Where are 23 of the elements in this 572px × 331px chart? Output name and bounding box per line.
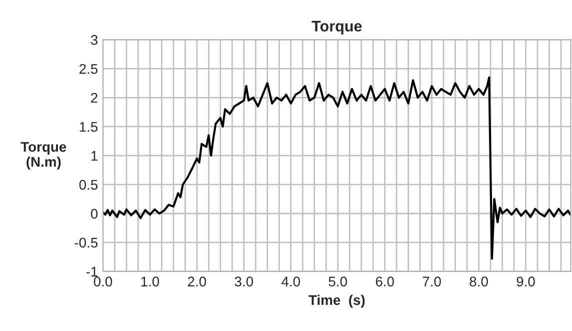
x-tick-label: 3.0 xyxy=(234,276,254,286)
y-tick-label: 2 xyxy=(91,92,98,103)
x-tick-label: 7.0 xyxy=(422,276,441,286)
y-tick-label: 0 xyxy=(90,208,98,219)
x-axis-title: Time (s) xyxy=(308,294,365,308)
y-tick-label: 1 xyxy=(91,151,98,161)
line-series xyxy=(102,76,571,260)
y-tick-label: 2.5 xyxy=(79,64,98,74)
y-tick-label: 0.5 xyxy=(79,180,98,190)
x-tick-label: 5.0 xyxy=(328,276,347,286)
x-tick-label: 4.0 xyxy=(282,276,300,286)
y-tick-label: 3 xyxy=(90,35,98,45)
x-tick-label: 6.0 xyxy=(376,276,394,286)
x-tick-label: 8.0 xyxy=(470,276,488,286)
chart-title: Torque xyxy=(312,20,362,35)
x-tick-label: 1.0 xyxy=(141,276,160,286)
x-tick-label: 2.0 xyxy=(188,276,206,286)
x-tick-label: 9.0 xyxy=(516,276,535,286)
y-tick-label: -1 xyxy=(86,266,98,276)
y-tick-label: 1.5 xyxy=(80,122,98,132)
y-tick-label: -0.5 xyxy=(74,238,98,248)
x-tick-label: 0.0 xyxy=(94,276,112,286)
y-axis-title: Torque (N.m) xyxy=(20,142,66,170)
